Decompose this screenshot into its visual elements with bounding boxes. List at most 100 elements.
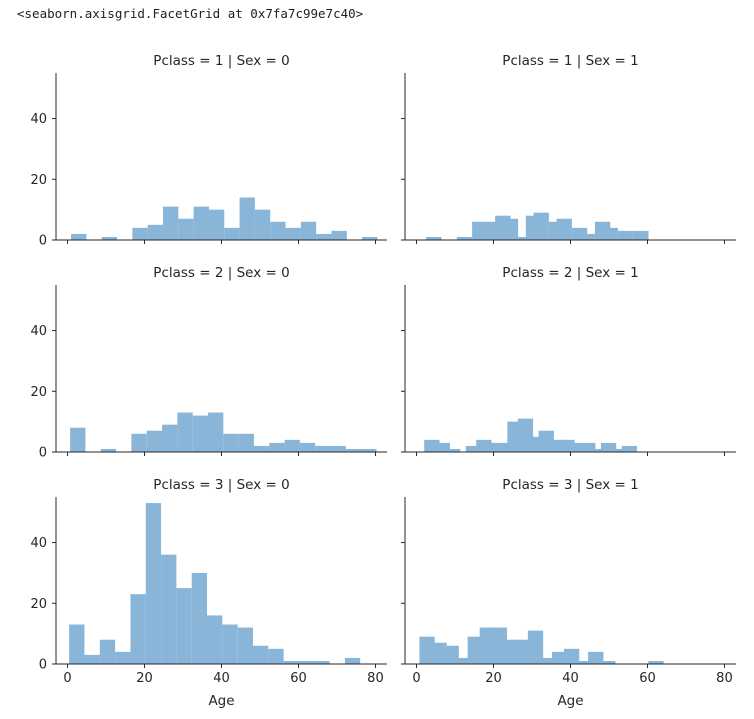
histogram-bar xyxy=(314,660,330,664)
histogram-bar xyxy=(579,233,595,240)
histogram-bar xyxy=(472,221,488,240)
y-tick-label: 0 xyxy=(39,446,47,461)
histogram-bar xyxy=(330,445,346,452)
histogram-bar xyxy=(253,445,270,452)
histogram-bar xyxy=(161,554,177,664)
histogram-bar xyxy=(269,442,285,452)
histogram-bar xyxy=(467,636,483,664)
histogram-bar xyxy=(315,445,331,452)
x-tick-label: 80 xyxy=(716,671,733,686)
histogram-bar xyxy=(569,442,586,452)
histogram-bar xyxy=(285,227,301,240)
histogram-bar xyxy=(207,615,223,664)
histogram-bar xyxy=(316,233,332,240)
facet-title: Pclass = 1 | Sex = 1 xyxy=(502,53,638,69)
histogram-bar xyxy=(207,412,224,452)
histogram-bar xyxy=(576,660,592,664)
histogram-bar xyxy=(564,648,580,664)
histogram-bar xyxy=(491,627,508,664)
x-tick-label: 80 xyxy=(367,671,384,686)
x-tick-label: 40 xyxy=(562,671,579,686)
histogram-bar xyxy=(176,588,192,664)
histogram-bar xyxy=(100,448,117,452)
histogram-bar xyxy=(283,660,299,664)
y-tick-label: 20 xyxy=(30,385,47,400)
histogram-bar xyxy=(496,442,513,452)
x-tick-label: 0 xyxy=(412,671,420,686)
histogram-bar xyxy=(551,651,568,664)
histogram-bar xyxy=(252,645,269,664)
histogram-bar xyxy=(284,439,300,452)
histogram-bar xyxy=(456,236,473,240)
histogram-bar xyxy=(527,630,544,664)
histogram-bar xyxy=(611,448,627,452)
facet-title: Pclass = 2 | Sex = 0 xyxy=(153,265,289,281)
histogram-bar xyxy=(268,648,284,664)
histogram-bar xyxy=(503,639,520,664)
facet-title: Pclass = 3 | Sex = 1 xyxy=(502,477,638,493)
histogram-bar xyxy=(115,651,131,664)
facet-title: Pclass = 2 | Sex = 1 xyxy=(502,265,638,281)
histogram-bar xyxy=(99,639,116,664)
histogram-bar xyxy=(132,227,148,240)
histogram-bar xyxy=(223,433,239,452)
x-axis-label: Age xyxy=(557,693,583,709)
histogram-bar xyxy=(224,227,240,240)
histogram-bar xyxy=(237,627,253,664)
histogram-bar xyxy=(71,233,87,240)
y-tick-label: 20 xyxy=(30,173,47,188)
histogram-bar xyxy=(479,627,495,664)
y-tick-label: 40 xyxy=(30,112,47,127)
histogram-bar xyxy=(419,636,435,664)
histogram-bar xyxy=(192,415,208,452)
histogram-bar xyxy=(178,218,194,240)
histogram-bar xyxy=(177,412,193,452)
x-tick-label: 20 xyxy=(485,671,502,686)
histogram-bar xyxy=(556,218,572,240)
histogram-bar xyxy=(147,224,163,240)
histogram-bar xyxy=(431,642,447,664)
histogram-bar xyxy=(130,594,146,664)
histogram-bar xyxy=(486,442,502,452)
x-tick-label: 0 xyxy=(63,671,71,686)
histogram-bar xyxy=(270,221,286,240)
histogram-bar xyxy=(590,448,606,452)
histogram-bar xyxy=(533,212,549,240)
x-tick-label: 60 xyxy=(290,671,307,686)
facetgrid-repr-output: <seaborn.axisgrid.FacetGrid at 0x7fa7c99… xyxy=(17,6,364,21)
histogram-bar xyxy=(146,430,163,452)
histogram-bar xyxy=(163,206,179,240)
histogram-bar xyxy=(300,221,317,240)
histogram-bar xyxy=(426,236,442,240)
y-tick-label: 0 xyxy=(39,658,47,673)
x-axis-label: Age xyxy=(208,693,234,709)
histogram-bar xyxy=(362,236,378,240)
histogram-bar xyxy=(502,218,519,240)
histogram-bar xyxy=(633,230,649,240)
histogram-bar xyxy=(298,660,315,664)
histogram-bar xyxy=(145,503,162,664)
histogram-bar xyxy=(239,197,255,240)
histogram-bar xyxy=(455,657,471,664)
histogram-bar xyxy=(434,442,450,452)
facet-title: Pclass = 1 | Sex = 0 xyxy=(153,53,289,69)
histogram-bar xyxy=(101,236,118,240)
histogram-bar xyxy=(344,657,361,664)
y-tick-label: 40 xyxy=(30,324,47,339)
y-tick-label: 0 xyxy=(39,234,47,249)
histogram-bar xyxy=(69,624,85,664)
histogram-bar xyxy=(361,448,377,452)
facet-title: Pclass = 3 | Sex = 0 xyxy=(153,477,289,493)
histogram-bar xyxy=(331,230,347,240)
histogram-bar xyxy=(131,433,147,452)
histogram-bar xyxy=(443,645,459,664)
histogram-bar xyxy=(70,427,86,452)
y-tick-label: 20 xyxy=(30,597,47,612)
x-tick-label: 40 xyxy=(213,671,230,686)
x-tick-label: 60 xyxy=(639,671,656,686)
y-tick-label: 40 xyxy=(30,536,47,551)
histogram-bar xyxy=(238,433,254,452)
histogram-bar xyxy=(539,657,556,664)
histogram-bar xyxy=(222,624,238,664)
